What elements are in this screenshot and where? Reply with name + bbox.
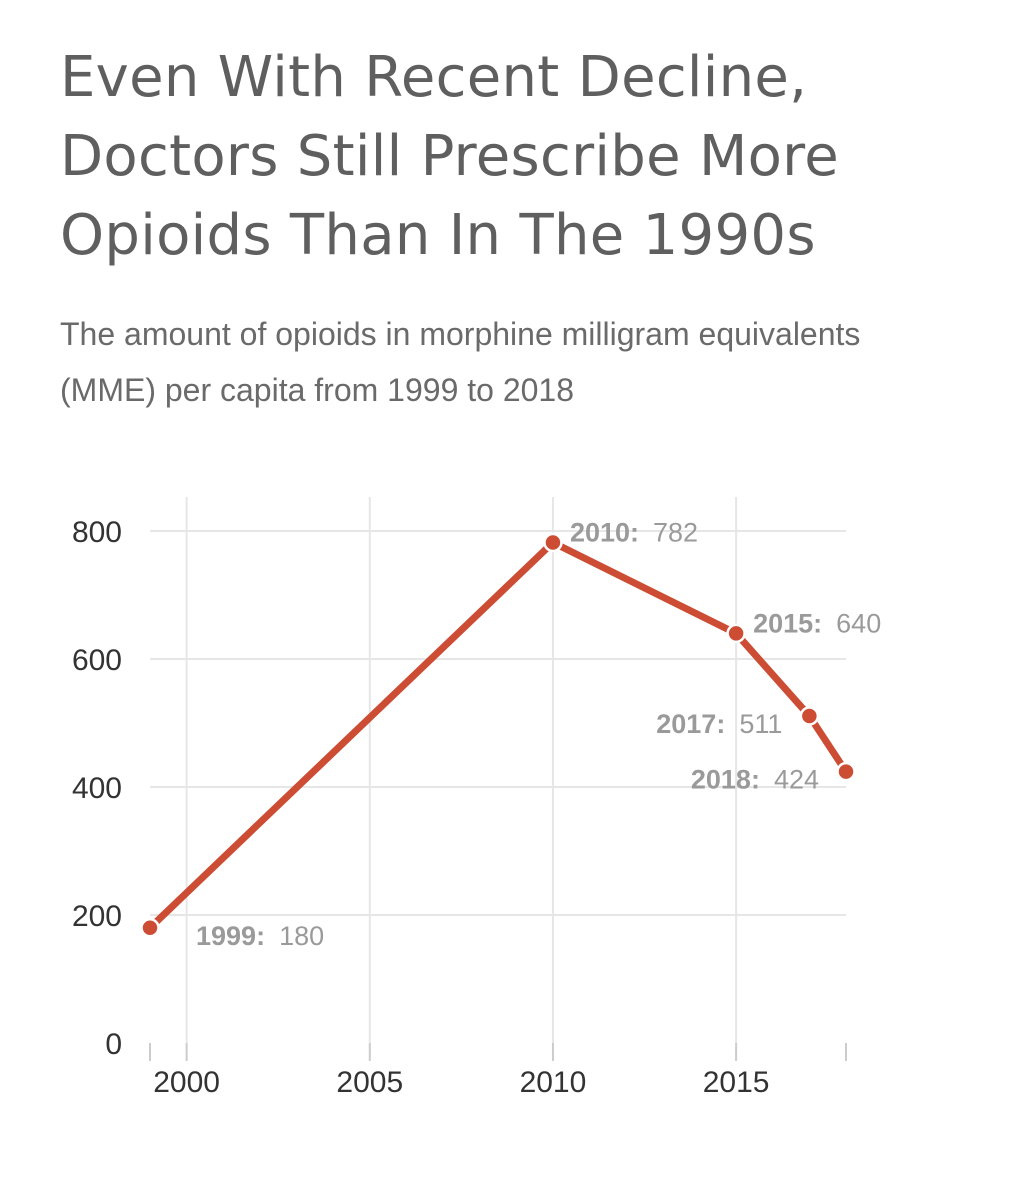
y-tick-label: 600 bbox=[72, 644, 122, 677]
data-label: 2018: 424 bbox=[691, 765, 819, 795]
chart-subtitle: The amount of opioids in morphine millig… bbox=[60, 316, 861, 408]
data-label: 2015: 640 bbox=[753, 608, 881, 638]
data-label-year: 2010: bbox=[570, 518, 639, 548]
data-label-value: 640 bbox=[836, 608, 881, 638]
x-tick-label: 2010 bbox=[520, 1066, 587, 1099]
data-label-year: 2015: bbox=[753, 608, 822, 638]
data-point bbox=[140, 918, 160, 938]
data-label-year: 1999: bbox=[196, 921, 265, 951]
y-tick-label: 0 bbox=[105, 1028, 122, 1061]
data-label-value: 782 bbox=[653, 518, 698, 548]
data-label: 1999: 180 bbox=[196, 921, 324, 951]
x-tick-label: 2000 bbox=[153, 1066, 220, 1099]
data-point bbox=[543, 532, 563, 553]
y-tick-label: 800 bbox=[72, 516, 122, 549]
x-tick-label: 2015 bbox=[703, 1066, 770, 1099]
data-label-year: 2017: bbox=[656, 709, 725, 739]
data-label-value: 511 bbox=[739, 709, 782, 739]
chart-title: Even With Recent Decline, Doctors Still … bbox=[60, 45, 839, 268]
data-label: 2017: 511 bbox=[656, 709, 782, 739]
data-label: 2010: 782 bbox=[570, 518, 698, 548]
y-tick-label: 200 bbox=[72, 900, 122, 933]
data-point bbox=[799, 706, 820, 726]
data-label-year: 2018: bbox=[691, 765, 760, 795]
data-label-value: 424 bbox=[774, 765, 819, 795]
data-point bbox=[836, 761, 856, 782]
y-tick-label: 400 bbox=[72, 772, 122, 805]
data-point bbox=[726, 623, 746, 644]
x-tick-label: 2005 bbox=[336, 1066, 403, 1099]
data-label-value: 180 bbox=[279, 921, 324, 951]
